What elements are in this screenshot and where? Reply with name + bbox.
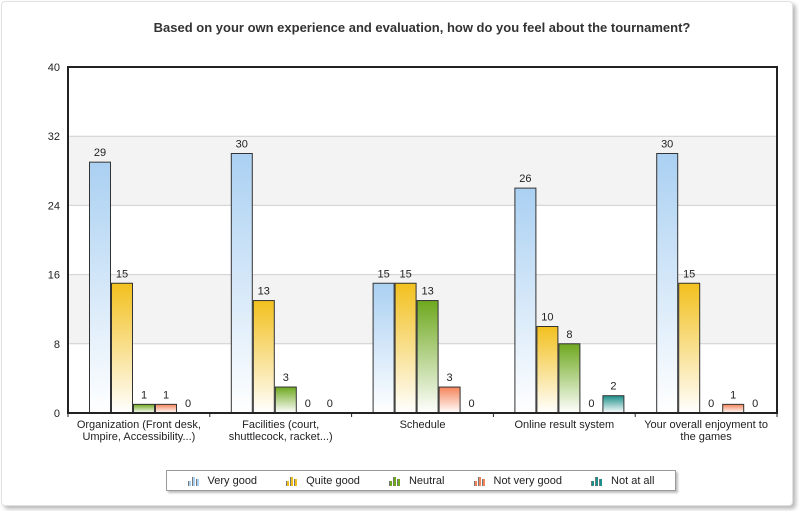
data-label: 1	[163, 389, 169, 401]
chart-title: Based on your own experience and evaluat…	[153, 20, 691, 35]
bar-quite-good[interactable]	[394, 282, 417, 414]
data-label: 0	[708, 398, 714, 410]
bar-neutral[interactable]	[416, 300, 439, 414]
data-label: 30	[236, 139, 248, 151]
legend-swatch	[388, 476, 401, 486]
bar-very-good[interactable]	[372, 282, 395, 414]
bar-not-very-good[interactable]	[155, 403, 177, 414]
legend-label: Not at all	[611, 474, 655, 487]
y-tick-label: 40	[48, 62, 60, 74]
data-label: 1	[730, 389, 736, 401]
data-label: 0	[588, 398, 594, 410]
legend-label: Very good	[207, 474, 258, 487]
legend-item-not-very-good[interactable]: Not very good	[473, 474, 562, 487]
grid-band	[68, 67, 777, 137]
bar-not-at-all[interactable]	[602, 395, 625, 414]
legend-item-quite-good[interactable]: Quite good	[286, 475, 360, 487]
legend-swatch	[591, 476, 603, 486]
y-tick-label: 32	[48, 131, 60, 143]
legend-label: Neutral	[408, 474, 445, 487]
bar-very-good[interactable]	[656, 153, 679, 414]
data-label: 15	[116, 268, 128, 280]
data-label: 15	[377, 268, 389, 280]
legend-item-very-good[interactable]: Very good	[187, 474, 258, 487]
bar-very-good[interactable]	[89, 161, 111, 414]
data-label: 3	[283, 372, 289, 384]
legend-swatch	[286, 476, 298, 486]
bar-neutral[interactable]	[133, 403, 155, 414]
x-tick-label: Your overall enjoyment to the games	[644, 419, 768, 443]
data-label: 0	[752, 398, 758, 410]
data-label: 0	[305, 398, 311, 410]
data-label: 15	[399, 268, 411, 280]
data-label: 26	[519, 173, 531, 185]
legend-swatch	[473, 476, 486, 486]
bar-not-very-good[interactable]	[438, 386, 461, 414]
y-tick-label: 24	[48, 200, 60, 212]
legend-item-neutral[interactable]: Neutral	[388, 474, 445, 487]
data-label: 0	[185, 398, 191, 410]
data-label: 1	[141, 389, 147, 401]
data-label: 0	[327, 398, 333, 410]
data-label: 8	[566, 329, 572, 341]
bar-neutral[interactable]	[274, 386, 297, 414]
data-label: 13	[258, 286, 270, 298]
data-label: 0	[469, 398, 475, 410]
bar-very-good[interactable]	[230, 153, 253, 414]
data-label: 30	[661, 139, 673, 151]
y-tick-label: 16	[48, 270, 60, 282]
legend: Very good Quite good Neutral Not very good N…	[166, 470, 676, 491]
bar-very-good[interactable]	[514, 187, 537, 414]
bar-quite-good[interactable]	[111, 282, 133, 414]
y-tick-label: 8	[54, 339, 60, 351]
data-label: 10	[541, 312, 553, 324]
bar-quite-good[interactable]	[678, 282, 701, 414]
bar-not-very-good[interactable]	[722, 403, 745, 414]
data-label: 3	[447, 372, 453, 384]
x-tick-label: Online result system	[514, 419, 614, 431]
data-label: 2	[610, 381, 616, 393]
x-tick-label: Organization (Front desk, Umpire, Accessi…	[77, 419, 201, 443]
bar-neutral[interactable]	[558, 343, 581, 414]
legend-item-not-at-all[interactable]: Not at all	[591, 475, 654, 487]
y-tick-label: 0	[54, 408, 60, 420]
bar-quite-good[interactable]	[536, 326, 559, 414]
x-tick-label: Schedule	[400, 419, 446, 431]
data-label: 29	[94, 147, 106, 159]
bar-quite-good[interactable]	[252, 300, 275, 414]
plot-border	[67, 66, 778, 414]
legend-label: Quite good	[306, 474, 360, 487]
data-label: 13	[421, 286, 433, 298]
legend-label: Not very good	[493, 474, 562, 487]
legend-swatch	[187, 476, 200, 486]
data-label: 15	[683, 268, 695, 280]
x-tick-label: Facilities (court, shuttlecock, racket...…	[229, 419, 333, 443]
